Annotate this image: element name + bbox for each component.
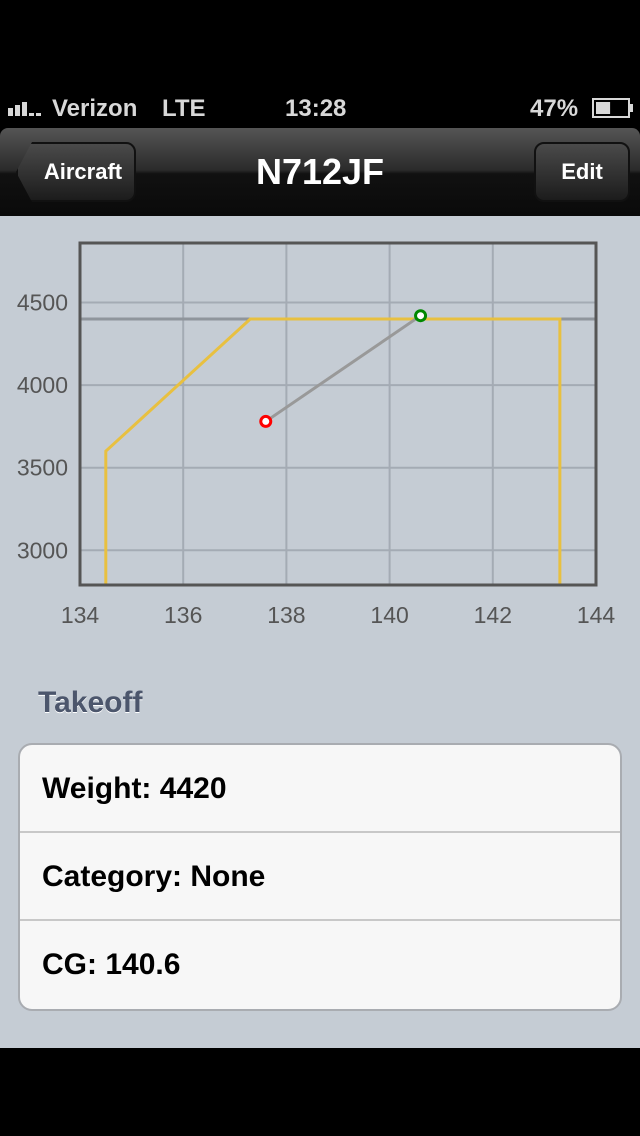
- status-bar: Verizon LTE 13:28 47%: [0, 88, 640, 128]
- takeoff-table: Weight: 4420 Category: None CG: 140.6: [18, 743, 622, 1011]
- data-point-marker: [414, 309, 428, 323]
- cg-envelope: [104, 317, 562, 585]
- section-header: Takeoff: [38, 686, 143, 719]
- battery-icon: [592, 98, 634, 127]
- category-row[interactable]: Category: None: [20, 833, 620, 921]
- y-tick-label: 4500: [17, 289, 68, 315]
- x-tick-label: 144: [577, 602, 616, 628]
- x-tick-label: 140: [370, 602, 408, 628]
- content-area: 134 136 138 140 142 144 3000 3500 4000 4500 Takeo…: [0, 216, 640, 1048]
- clock: 13:28: [285, 95, 347, 122]
- y-tick-label: 4000: [17, 372, 68, 398]
- plot-frame: [78, 241, 598, 587]
- y-tick-label: 3000: [17, 537, 68, 563]
- cg-row[interactable]: CG: 140.6: [42, 948, 181, 981]
- x-tick-label: 136: [164, 602, 202, 628]
- back-button[interactable]: Aircraft: [16, 142, 136, 202]
- edit-button[interactable]: Edit: [534, 142, 630, 202]
- x-tick-label: 138: [267, 602, 305, 628]
- page-title: N712JF: [255, 151, 385, 192]
- x-tick-label: 142: [474, 602, 512, 628]
- weight-balance-chart: 134 136 138 140 142 144 3000 3500 4000 4500: [17, 241, 616, 628]
- carrier: Verizon: [52, 95, 138, 122]
- x-tick-label: 134: [61, 602, 100, 628]
- cg-path-line: [264, 314, 422, 423]
- navigation-bar: N712JF Aircraft Edit: [0, 128, 640, 216]
- y-tick-label: 3500: [17, 455, 68, 481]
- signal-icon: [8, 95, 50, 123]
- data-point-marker: [259, 414, 273, 428]
- weight-row[interactable]: Weight: 4420: [20, 745, 620, 833]
- network-type: LTE: [162, 95, 206, 122]
- battery-percent: 47%: [530, 95, 579, 122]
